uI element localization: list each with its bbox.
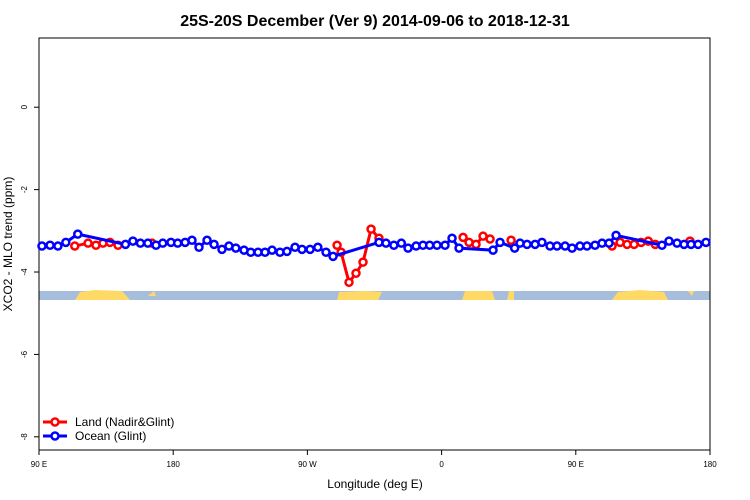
data-point (424, 240, 435, 250)
data-point (389, 240, 399, 250)
data-point (282, 246, 292, 257)
land-shape (148, 291, 156, 296)
data-point (604, 238, 614, 248)
land-shape (612, 290, 668, 300)
x-tick-label: 0 (439, 460, 444, 469)
y-tick-label: -8 (20, 433, 29, 441)
data-point (381, 238, 391, 248)
data-point (245, 247, 256, 257)
data-point (305, 244, 315, 255)
legend-label: Ocean (Glint) (75, 429, 146, 443)
x-axis-label: Longitude (deg E) (327, 477, 422, 491)
data-point (128, 236, 138, 246)
data-point (657, 240, 667, 250)
data-point (45, 240, 55, 250)
data-point (701, 237, 711, 248)
land-shape (688, 291, 694, 296)
x-tick-label: 180 (167, 460, 181, 469)
y-tick-label: -6 (20, 350, 29, 358)
data-point (231, 243, 241, 253)
y-tick-label: -2 (20, 186, 29, 194)
y-tick-label: -4 (20, 268, 29, 276)
data-point (143, 238, 153, 248)
data-point (432, 240, 442, 250)
data-point (172, 238, 183, 248)
data-point (332, 240, 342, 250)
data-point (506, 235, 516, 246)
data-point (495, 237, 505, 248)
land-shape (507, 291, 514, 300)
data-point (522, 239, 532, 250)
data-point (567, 243, 577, 253)
data-point (135, 238, 146, 248)
land-shape (337, 291, 382, 300)
data-point (267, 245, 277, 255)
data-point (664, 236, 674, 246)
data-point (396, 238, 407, 248)
legend-label: Land (Nadir&Glint) (75, 415, 174, 429)
data-point (351, 268, 361, 279)
data-point (120, 239, 131, 250)
data-point (328, 251, 338, 262)
map-strip (39, 290, 710, 300)
land-shape (75, 290, 130, 300)
data-point (458, 232, 468, 243)
data-point (509, 243, 520, 253)
data-point (158, 238, 168, 248)
series (71, 226, 693, 286)
y-tick-label: 0 (20, 104, 29, 109)
data-point (358, 257, 368, 267)
legend-marker (50, 417, 60, 427)
data-point (552, 241, 562, 251)
data-point (447, 233, 457, 243)
data-point (611, 230, 621, 241)
series (37, 229, 711, 262)
data-point (485, 234, 495, 244)
data-point (217, 244, 227, 255)
data-point (53, 241, 63, 251)
legend-marker (50, 431, 60, 441)
x-tick-label: 90 E (568, 460, 584, 469)
data-point (488, 245, 498, 255)
x-tick-label: 180 (703, 460, 717, 469)
data-point (440, 240, 450, 250)
y-axis-label: XCO2 - MLO trend (ppm) (1, 177, 15, 312)
data-point (537, 237, 547, 248)
data-point (61, 237, 71, 248)
data-point (454, 243, 464, 253)
data-point (37, 241, 47, 251)
land-shape (462, 291, 495, 300)
data-point (297, 244, 307, 255)
data-point (313, 242, 323, 253)
data-point (202, 235, 212, 246)
data-point (693, 239, 703, 250)
data-point (582, 241, 592, 251)
data-point (194, 242, 204, 253)
data-point (366, 224, 376, 234)
data-point (471, 239, 481, 250)
data-point (187, 235, 197, 246)
data-point (321, 247, 331, 257)
data-point (403, 243, 413, 253)
x-tick-label: 90 E (31, 460, 47, 469)
chart-title: 25S-20S December (Ver 9) 2014-09-06 to 2… (180, 13, 570, 30)
data-point (209, 239, 219, 250)
data-point (73, 229, 83, 239)
data-point (70, 241, 80, 251)
data-point (344, 277, 354, 288)
data-point (83, 238, 93, 248)
x-tick-label: 90 W (298, 460, 317, 469)
